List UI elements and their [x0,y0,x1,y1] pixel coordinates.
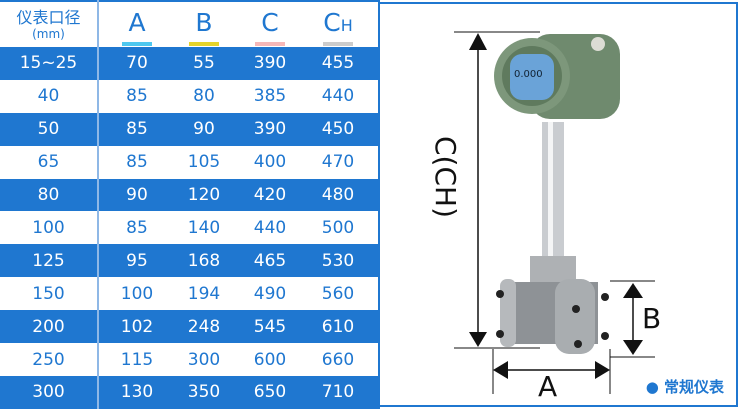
value-cell: 650 [253,382,287,403]
value-cell: 385 [253,86,287,107]
product-diagram-panel: 0.000 C(CH) B A ● 常规仪表 [380,2,738,407]
unit-label: (mm) [32,27,65,41]
value-cell: 350 [187,382,221,403]
size-cell: 65 [37,152,60,173]
value-cell: 455 [321,53,355,74]
col-label: B [195,8,213,37]
size-cell: 80 [37,185,60,206]
height-label: C(CH) [429,136,462,219]
header-col-0: A [105,2,169,49]
width-dimension [492,349,611,394]
flange-body [496,256,609,354]
value-cell: 660 [321,349,355,370]
value-cell: 168 [187,250,221,271]
col-label: A [128,8,146,37]
value-cell: 70 [126,53,148,74]
size-cell: 200 [32,316,65,337]
value-cell: 390 [253,53,287,74]
value-cell: 465 [253,250,287,271]
value-cell: 490 [253,283,287,304]
table-row: 250 115 300 600 660 [0,343,380,376]
value-cell: 140 [187,217,221,238]
flange-dimension [610,280,655,358]
table-row: 300 130 350 650 710 [0,376,380,409]
width-label: A [538,370,558,403]
col-sub: H [340,16,353,35]
value-cell: 600 [253,349,287,370]
value-cell: 450 [321,119,355,140]
header-col-1: B [172,2,236,49]
value-cell: 470 [321,152,355,173]
header-col-3: CH [306,2,370,49]
value-cell: 440 [321,86,355,107]
size-cell: 250 [32,349,65,370]
dimension-table: 仪表口径 (mm) A B C CH 15~25 70 55 390 455 40 85 80 385 4… [0,0,380,409]
value-cell: 85 [126,86,148,107]
table-row: 150 100 194 490 560 [0,277,380,310]
value-cell: 710 [321,382,355,403]
value-cell: 95 [126,250,148,271]
value-cell: 105 [187,152,221,173]
col-label: C [261,8,279,37]
col-label: C [323,8,341,37]
table-row: 100 85 140 440 500 [0,212,380,245]
color-key [122,42,152,46]
size-label: 仪表口径 [16,8,81,27]
value-cell: 80 [193,86,215,107]
table-row: 40 85 80 385 440 [0,80,380,113]
transmitter-head: 0.000 [494,34,620,119]
vortex-flowmeter-diagram: 0.000 [454,31,655,394]
table-row: 50 85 90 390 450 [0,112,380,146]
value-cell: 545 [253,316,287,337]
value-cell: 500 [321,217,355,238]
value-cell: 530 [321,250,355,271]
value-cell: 248 [187,316,221,337]
color-key [255,42,285,46]
color-key [323,42,353,46]
column-divider [97,0,99,409]
size-cell: 15~25 [19,53,78,74]
value-cell: 420 [253,185,287,206]
value-cell: 85 [126,217,148,238]
value-cell: 440 [253,217,287,238]
value-cell: 90 [126,185,148,206]
table-border [378,0,380,409]
size-cell: 125 [32,250,65,271]
value-cell: 480 [321,185,355,206]
height-dimension [454,31,540,349]
value-cell: 115 [120,349,154,370]
color-key [189,42,219,46]
value-cell: 390 [253,119,287,140]
value-cell: 102 [120,316,154,337]
value-cell: 194 [187,283,221,304]
table-row: 80 90 120 420 480 [0,178,380,212]
flange-label: B [642,302,662,335]
header-col-2: C [238,2,302,49]
value-cell: 85 [126,119,148,140]
value-cell: 130 [120,382,154,403]
table-row: 200 102 248 545 610 [0,310,380,344]
value-cell: 300 [187,349,221,370]
value-cell: 55 [193,53,215,74]
header-size: 仪表口径 (mm) [0,2,97,49]
value-cell: 100 [120,283,154,304]
size-cell: 150 [32,283,65,304]
value-cell: 400 [253,152,287,173]
table-row: 125 95 168 465 530 [0,244,380,278]
size-cell: 50 [37,119,60,140]
size-cell: 40 [37,86,60,107]
table-header: 仪表口径 (mm) A B C CH [0,0,380,47]
value-cell: 120 [187,185,221,206]
caption-standard-meter: ● 常规仪表 [645,378,724,396]
size-cell: 300 [32,382,65,403]
value-cell: 85 [126,152,148,173]
value-cell: 610 [321,316,355,337]
table-row: 15~25 70 55 390 455 [0,47,380,80]
table-row: 65 85 105 400 470 [0,146,380,179]
lcd-display: 0.000 [514,69,543,80]
value-cell: 560 [321,283,355,304]
size-cell: 100 [32,217,65,238]
value-cell: 90 [193,119,215,140]
